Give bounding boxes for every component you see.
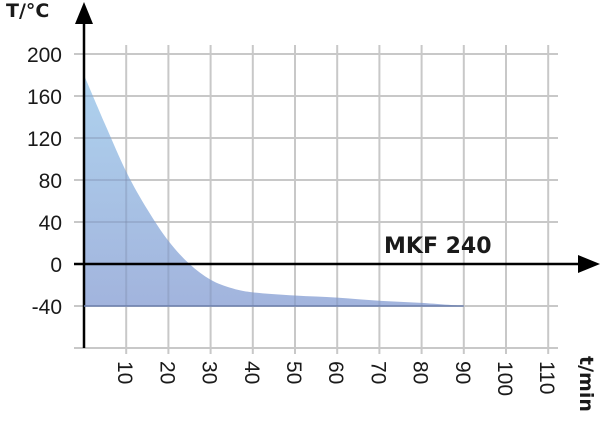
x-axis-label: t/min [575,356,597,412]
x-tick-label: 20 [155,361,178,384]
y-tick-label: -40 [32,296,62,319]
grid-lines [74,45,558,354]
series-label: MKF 240 [384,234,492,259]
x-tick-label: 90 [451,361,474,384]
y-axis-label: T/°C [6,0,49,22]
cooling-area [84,75,464,306]
x-tick-labels: 10 20 30 40 50 60 70 80 90 100 110 [113,361,558,396]
x-tick-label: 100 [493,361,516,396]
x-tick-label: 110 [535,361,558,394]
y-tick-label: 160 [27,86,62,109]
x-tick-label: 10 [113,361,136,384]
x-tick-label: 50 [282,361,305,384]
y-tick-label: 40 [39,212,62,235]
x-tick-label: 30 [198,361,221,384]
x-tick-label: 40 [240,361,263,384]
axes [74,2,600,348]
grid-overlay [84,75,464,306]
y-tick-label: 0 [50,254,62,277]
y-axis-arrow-icon [75,2,93,24]
x-axis-arrow-icon [578,255,600,273]
y-tick-label: 120 [27,128,62,151]
y-tick-labels: 200 160 120 80 40 0 -40 [27,44,62,319]
y-tick-label: 80 [39,170,62,193]
x-tick-label: 60 [324,361,347,384]
x-tick-label: 70 [366,361,389,384]
x-tick-label: 80 [409,361,432,384]
y-tick-label: 200 [27,44,62,67]
